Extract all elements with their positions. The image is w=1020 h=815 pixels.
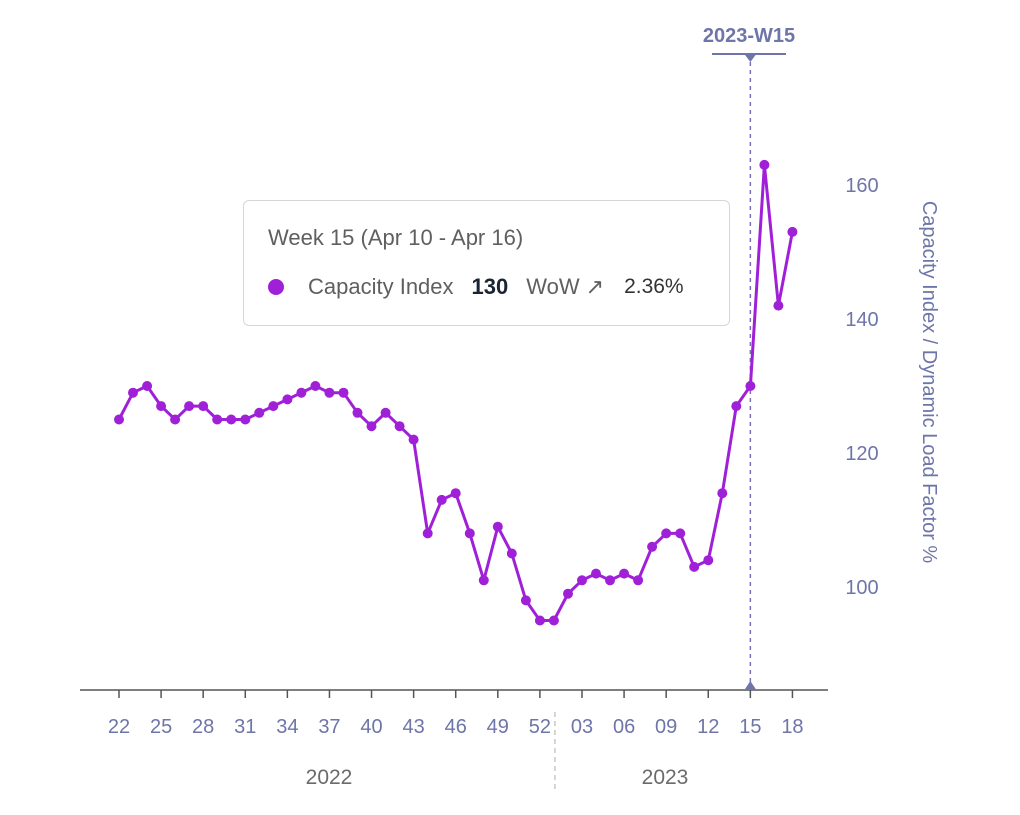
data-point[interactable]	[731, 401, 742, 412]
cursor-top-marker-icon	[744, 54, 757, 62]
data-point[interactable]	[633, 575, 644, 586]
y-tick-label: 140	[845, 309, 878, 331]
data-point[interactable]	[689, 561, 700, 572]
data-point[interactable]	[675, 528, 686, 539]
data-point[interactable]	[114, 414, 124, 425]
x-tick-label: 22	[108, 716, 130, 738]
tooltip-value: 130	[471, 274, 509, 299]
cursor-week-label: 2023-W15	[703, 25, 795, 47]
data-point[interactable]	[352, 407, 363, 418]
x-tick-label: 31	[234, 716, 256, 738]
x-tick-label: 15	[739, 716, 761, 738]
data-point[interactable]	[282, 394, 293, 405]
data-point[interactable]	[506, 548, 517, 559]
data-point[interactable]	[254, 407, 265, 418]
data-point[interactable]	[563, 588, 573, 599]
trend-up-arrow-icon: ↗	[585, 274, 605, 299]
data-point[interactable]	[492, 521, 503, 532]
data-point[interactable]	[338, 387, 349, 398]
data-point[interactable]	[436, 494, 447, 505]
data-point[interactable]	[212, 414, 223, 425]
data-point[interactable]	[156, 401, 167, 412]
x-tick-label: 09	[655, 716, 677, 738]
tooltip-wow-label: WoW	[526, 274, 580, 299]
data-point[interactable]	[240, 414, 251, 425]
y-axis-title: Capacity Index / Dynamic Load Factor %	[918, 201, 940, 564]
data-point[interactable]	[759, 159, 770, 170]
data-point[interactable]	[142, 381, 153, 391]
x-tick-label: 49	[487, 716, 509, 738]
data-point[interactable]	[703, 555, 714, 566]
data-point[interactable]	[408, 434, 419, 445]
data-point[interactable]	[548, 615, 559, 626]
data-point[interactable]	[745, 381, 756, 391]
data-point[interactable]	[577, 575, 587, 586]
data-point[interactable]	[296, 387, 307, 398]
x-tick-label: 28	[192, 716, 214, 738]
data-point[interactable]	[366, 421, 377, 432]
data-tooltip: Week 15 (Apr 10 - Apr 16) Capacity Index…	[243, 200, 730, 326]
tooltip-row: Capacity Index 130 WoW ↗ 2.36%	[268, 274, 684, 300]
series-color-dot-icon	[268, 279, 284, 295]
data-point[interactable]	[787, 226, 798, 237]
data-point[interactable]	[226, 414, 237, 425]
data-point[interactable]	[605, 575, 615, 586]
x-tick-label: 43	[403, 716, 425, 738]
data-point[interactable]	[647, 541, 658, 552]
data-point[interactable]	[717, 488, 728, 499]
x-tick-label: 40	[360, 716, 382, 738]
y-tick-label: 100	[845, 577, 878, 599]
tooltip-wow-percent: 2.36%	[624, 275, 684, 298]
data-point[interactable]	[619, 568, 630, 579]
data-point[interactable]	[773, 300, 784, 311]
data-point[interactable]	[394, 421, 405, 432]
x-tick-label: 25	[150, 716, 172, 738]
cursor-bottom-marker-icon	[744, 681, 757, 690]
year-label: 2023	[642, 766, 689, 789]
data-point[interactable]	[478, 575, 489, 586]
data-point[interactable]	[450, 488, 461, 499]
x-tick-label: 06	[613, 716, 635, 738]
data-point[interactable]	[310, 381, 321, 391]
data-point[interactable]	[422, 528, 433, 539]
x-tick-label: 34	[276, 716, 298, 738]
x-tick-label: 18	[781, 716, 803, 738]
tooltip-title: Week 15 (Apr 10 - Apr 16)	[268, 225, 524, 250]
data-point[interactable]	[184, 401, 195, 412]
data-point[interactable]	[661, 528, 672, 539]
y-tick-label: 160	[845, 175, 878, 197]
data-point[interactable]	[591, 568, 601, 579]
data-point[interactable]	[198, 401, 209, 412]
data-point[interactable]	[534, 615, 545, 626]
tooltip-series-name: Capacity Index	[308, 274, 454, 299]
data-point[interactable]	[324, 387, 335, 398]
y-tick-label: 120	[845, 443, 878, 465]
x-tick-label: 46	[445, 716, 467, 738]
data-point[interactable]	[520, 595, 531, 606]
x-tick-label: 52	[529, 716, 551, 738]
data-point[interactable]	[170, 414, 181, 425]
data-point[interactable]	[268, 401, 279, 412]
x-tick-label: 37	[318, 716, 340, 738]
year-label: 2022	[306, 766, 353, 789]
data-point[interactable]	[464, 528, 475, 539]
data-point[interactable]	[380, 407, 391, 418]
data-point[interactable]	[128, 387, 138, 398]
x-tick-label: 03	[571, 716, 593, 738]
x-tick-label: 12	[697, 716, 719, 738]
